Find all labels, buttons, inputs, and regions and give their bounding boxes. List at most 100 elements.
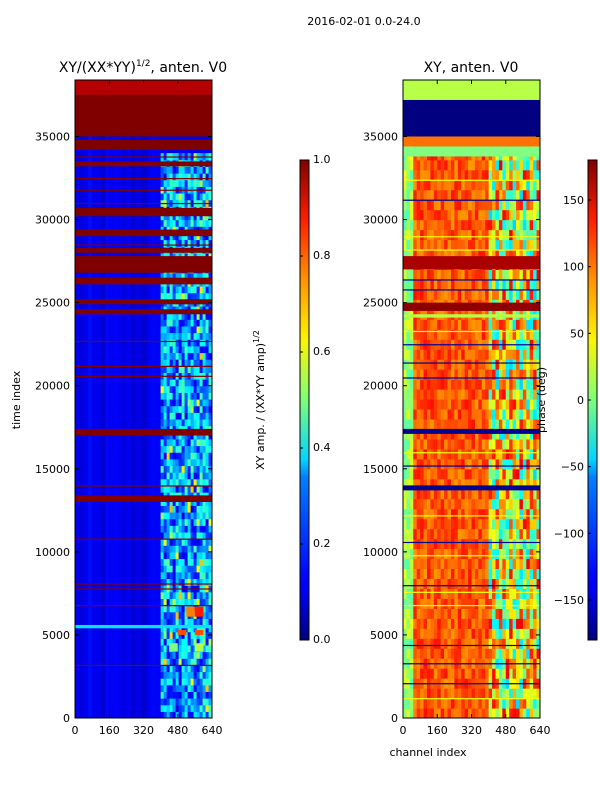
right-heatmap-cell xyxy=(492,518,497,530)
right-heatmap-cell xyxy=(420,638,425,649)
right-heatmap-cell xyxy=(495,359,500,370)
right-heatmap-cell xyxy=(519,389,524,400)
left-heatmap-cell xyxy=(163,618,168,626)
right-heatmap-cell xyxy=(519,319,524,330)
right-heatmap-cell xyxy=(509,688,514,699)
right-heatmap-cell xyxy=(474,668,479,679)
right-heatmap-cell xyxy=(406,598,411,609)
right-heatmap-cell xyxy=(522,359,527,370)
left-heatmap-cell xyxy=(175,286,180,294)
left-heatmap-cell xyxy=(178,478,183,486)
right-heatmap-cell xyxy=(516,578,521,590)
right-heatmap-cell xyxy=(423,359,428,370)
right-heatmap-cell xyxy=(474,319,479,330)
left-heatmap-cell xyxy=(199,232,204,241)
left-heatmap-cell xyxy=(202,698,207,706)
right-heatmap-cell xyxy=(437,448,442,460)
left-heatmap-cell xyxy=(160,631,165,639)
right-heatmap-cell xyxy=(464,498,469,510)
right-heatmap-cell xyxy=(437,698,442,709)
right-heatmap-cell xyxy=(423,249,428,261)
right-heatmap-cell xyxy=(423,638,428,649)
left-heatmap-cell xyxy=(205,438,210,447)
left-heatmap-cell xyxy=(178,179,183,187)
left-heatmap-cell xyxy=(175,551,180,560)
left-heatmap-cell xyxy=(205,511,210,520)
right-heatmap-cell xyxy=(409,239,414,251)
right-heatmap-cell xyxy=(409,598,414,609)
right-heatmap-cell xyxy=(536,468,540,480)
right-heatmap-cell xyxy=(509,528,514,540)
left-heatmap-cell xyxy=(181,591,186,599)
right-heatmap-cell xyxy=(492,588,497,599)
right-heatmap-cell xyxy=(426,558,431,570)
right-heatmap-cell xyxy=(413,209,418,221)
left-heatmap-cell xyxy=(172,624,177,633)
left-heatmap-cell xyxy=(181,166,186,174)
right-heatmap-cell xyxy=(447,329,452,340)
left-heatmap-cell xyxy=(187,511,192,520)
left-heatmap xyxy=(75,80,212,718)
left-heatmap-cell xyxy=(208,166,212,174)
left-colorbar-tick-label: 0.0 xyxy=(313,633,331,646)
left-heatmap-cell xyxy=(172,392,177,400)
left-heatmap-cell xyxy=(199,365,204,374)
right-heatmap-cell xyxy=(502,269,507,280)
left-heatmap-band xyxy=(75,309,212,315)
right-y-tick-label: 30000 xyxy=(363,214,398,227)
left-heatmap-cell xyxy=(202,219,207,227)
left-heatmap-cell xyxy=(202,272,207,280)
right-heatmap-cell xyxy=(437,279,442,290)
right-heatmap-cell xyxy=(522,239,527,251)
right-heatmap-cell xyxy=(426,379,431,390)
right-heatmap-cell xyxy=(498,329,503,340)
right-heatmap-cell xyxy=(461,618,466,629)
right-heatmap-cell xyxy=(529,498,534,510)
left-heatmap-cell xyxy=(181,458,186,467)
right-heatmap-cell xyxy=(522,269,527,280)
right-heatmap-cell xyxy=(409,548,414,560)
left-heatmap-cell xyxy=(169,379,174,387)
right-heatmap-cell xyxy=(474,279,479,290)
left-heatmap-cell xyxy=(169,365,174,374)
left-heatmap-cell xyxy=(193,565,198,573)
right-heatmap-cell xyxy=(492,548,497,560)
left-y-axis-label: time index xyxy=(10,370,23,429)
right-heatmap-cell xyxy=(444,638,449,649)
right-heatmap-cell xyxy=(481,508,486,520)
left-heatmap-cell xyxy=(190,438,195,447)
right-heatmap-cell xyxy=(492,628,497,639)
left-heatmap-column xyxy=(92,80,97,718)
left-heatmap-cell xyxy=(184,452,189,460)
left-heatmap-cell xyxy=(205,192,210,201)
left-heatmap-cell xyxy=(181,292,186,300)
right-heatmap-cell xyxy=(416,379,421,390)
right-heatmap-cell xyxy=(488,498,493,510)
right-heatmap-cell xyxy=(492,568,497,580)
right-heatmap-cell xyxy=(444,269,449,280)
left-title-main: XY/(XX*YY) xyxy=(59,60,136,76)
right-heatmap-cell xyxy=(447,389,452,400)
right-heatmap-cell xyxy=(461,369,466,380)
right-heatmap-cell xyxy=(423,628,428,639)
left-heatmap-cell xyxy=(172,571,177,580)
right-heatmap-cell xyxy=(440,179,445,191)
left-heatmap-cell xyxy=(208,359,212,367)
right-heatmap-cell xyxy=(433,688,438,699)
right-heatmap-cell xyxy=(457,359,462,370)
right-heatmap-cell xyxy=(512,468,517,480)
right-heatmap-cell xyxy=(454,538,459,550)
left-heatmap-cell xyxy=(196,332,201,340)
right-heatmap-cell xyxy=(498,568,503,580)
left-heatmap-cell xyxy=(193,651,198,659)
right-heatmap-cell xyxy=(420,269,425,280)
right-heatmap-cell xyxy=(492,458,497,470)
left-heatmap-cell xyxy=(202,538,207,546)
left-heatmap-band xyxy=(75,229,212,237)
right-heatmap-cell xyxy=(426,169,431,181)
right-heatmap-cell xyxy=(406,608,411,619)
right-heatmap-cell xyxy=(505,648,510,659)
right-heatmap-cell xyxy=(512,688,517,699)
left-heatmap-cell xyxy=(184,658,189,666)
left-heatmap-cell xyxy=(193,704,198,712)
